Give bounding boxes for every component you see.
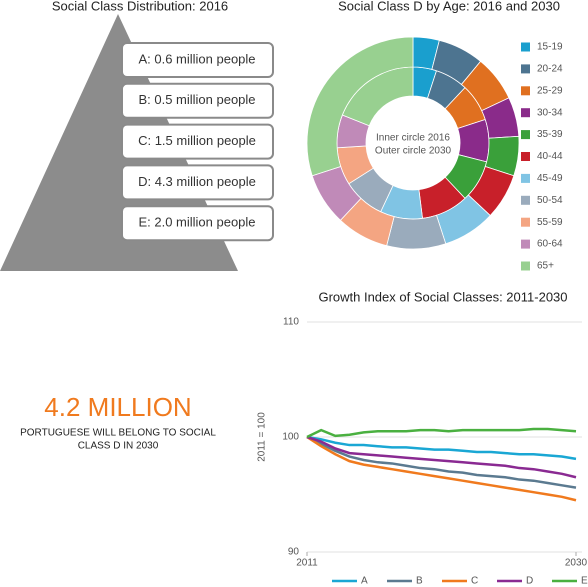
donut-segment (306, 36, 414, 177)
legend-swatch (521, 108, 530, 118)
legend-swatch (521, 152, 530, 161)
legend-label: 25-29 (537, 85, 563, 96)
legend-label: A (361, 576, 368, 587)
legend-swatch (521, 130, 530, 140)
class-label: E: 2.0 million people (138, 215, 255, 230)
legend-label: B (416, 576, 423, 587)
legend-label: 15-19 (537, 42, 563, 53)
class-box (121, 205, 274, 242)
x-tick-label: 2030 (565, 558, 588, 569)
class-label: A: 0.6 million people (138, 51, 255, 66)
chart-title: Growth Index of Social Classes: 2011-203… (318, 289, 567, 304)
legend-swatch (521, 42, 530, 52)
legend-swatch (521, 217, 530, 227)
legend-swatch (521, 261, 530, 271)
y-tick-label: 100 (282, 432, 299, 443)
class-box (121, 164, 274, 201)
center-text: Outer circle 2030 (375, 146, 452, 157)
y-tick-label: 90 (288, 547, 300, 558)
legend-label: 40-44 (537, 151, 563, 162)
legend-swatch (521, 239, 530, 249)
line-series (306, 435, 577, 489)
line-series (306, 435, 577, 479)
legend-label: 50-54 (537, 195, 563, 206)
class-label: D: 4.3 million people (138, 174, 256, 189)
center-text: Inner circle 2016 (376, 133, 450, 144)
class-box (121, 82, 274, 119)
class-box (121, 123, 274, 160)
legend-label: 55-59 (537, 217, 563, 228)
legend-swatch (521, 86, 530, 96)
legend-label: 45-49 (537, 173, 563, 184)
legend-label: 20-24 (537, 64, 563, 75)
legend-label: 30-34 (537, 107, 563, 118)
legend-label: C (471, 576, 478, 587)
legend-label: 35-39 (537, 129, 563, 140)
chart-title: Social Class D by Age: 2016 and 2030 (338, 0, 560, 13)
class-label: C: 1.5 million people (138, 133, 256, 148)
legend-swatch (521, 64, 530, 74)
x-tick-label: 2011 (296, 558, 318, 569)
line-series (306, 435, 577, 461)
y-axis-label: 2011 = 100 (257, 412, 268, 462)
legend-label: 60-64 (537, 239, 563, 250)
line-series (306, 427, 577, 439)
headline: 4.2 MILLION (44, 392, 191, 422)
donut-segment (386, 214, 447, 250)
legend-label: 65+ (537, 261, 554, 272)
legend-label: E (581, 576, 588, 587)
headline-text: PORTUGUESE WILL BELONG TO SOCIAL (20, 428, 216, 439)
legend-swatch (521, 173, 530, 183)
pyramid-title: Social Class Distribution: 2016 (52, 0, 228, 13)
line-series (306, 435, 577, 502)
class-box (121, 42, 274, 78)
legend-label: D (526, 576, 533, 587)
y-tick-label: 110 (283, 317, 299, 328)
legend-swatch (521, 195, 530, 205)
class-label: B: 0.5 million people (138, 92, 255, 107)
headline-text: CLASS D IN 2030 (78, 441, 159, 452)
